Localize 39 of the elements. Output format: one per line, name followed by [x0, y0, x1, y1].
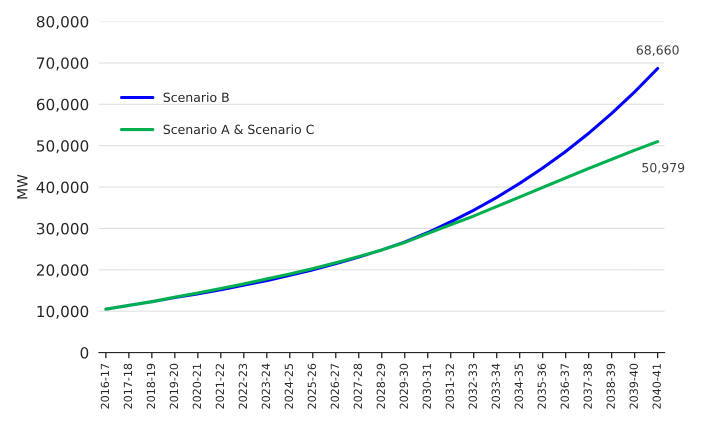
- x-tick-label: 2016-17: [100, 364, 110, 409]
- y-axis-title: MW: [17, 174, 28, 199]
- legend-label: Scenario A & Scenario C: [164, 124, 314, 134]
- x-tick-label: 2034-35: [514, 364, 523, 409]
- x-tick-label: 2036-37: [560, 364, 569, 409]
- x-tick-label: 2037-38: [584, 364, 592, 409]
- x-tick-label: 2027-28: [354, 364, 362, 409]
- x-tick-label: 2033-34: [492, 364, 500, 409]
- y-tick-label: 80,000: [36, 16, 88, 30]
- x-tick-label: 2021-22: [216, 364, 224, 409]
- y-tick-label: 0: [80, 347, 88, 359]
- annotation: 50,979: [642, 162, 684, 174]
- y-tick-label: 50,000: [36, 140, 88, 154]
- x-tick-label: 2032-33: [468, 364, 477, 409]
- x-tick-label: 2028-29: [376, 364, 386, 409]
- x-tick-label: 2029-30: [400, 364, 408, 409]
- x-tick-label: 2024-25: [284, 364, 294, 409]
- x-tick-label: 2023-24: [262, 364, 270, 409]
- x-tick-label: 2019-20: [170, 364, 178, 409]
- x-tick-label: 2038-39: [606, 364, 615, 409]
- annotation: 68,660: [636, 45, 679, 56]
- y-tick-label: 40,000: [36, 182, 88, 195]
- x-tick-label: 2022-23: [238, 364, 248, 409]
- x-tick-label: 2025-26: [308, 364, 316, 409]
- x-tick-label: 2039-40: [630, 364, 638, 409]
- y-tick-label: 70,000: [37, 57, 88, 70]
- x-tick-label: 2020-21: [192, 364, 202, 409]
- y-tick-label: 60,000: [36, 98, 88, 112]
- x-tick-label: 2030-31: [422, 364, 431, 409]
- x-tick-label: 2018-19: [146, 364, 156, 409]
- x-tick-label: 2040-41: [652, 364, 661, 409]
- y-tick-label: 30,000: [36, 222, 88, 236]
- x-tick-label: 2017-18: [124, 364, 132, 409]
- x-tick-label: 2031-32: [446, 364, 454, 409]
- y-tick-label: 20,000: [36, 264, 88, 278]
- x-tick-label: 2035-36: [538, 364, 546, 409]
- x-tick-label: 2026-27: [330, 364, 340, 409]
- y-tick-label: 10,000: [37, 306, 88, 319]
- legend-label: Scenario B: [164, 92, 229, 102]
